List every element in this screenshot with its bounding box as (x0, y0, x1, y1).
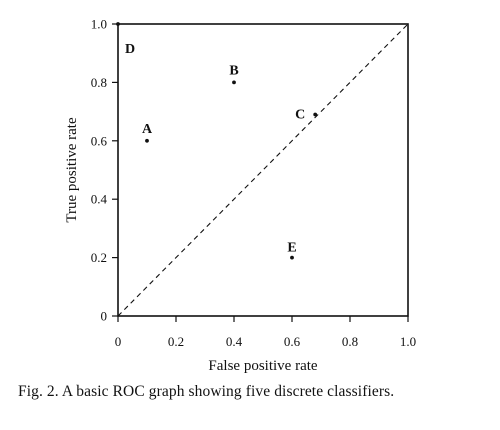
y-tick-label: 0.6 (91, 133, 108, 148)
x-tick-label: 0.2 (168, 334, 184, 349)
y-tick-label: 0 (101, 309, 108, 324)
x-tick-label: 0 (115, 334, 122, 349)
axes-group: 0 0.2 0.4 0.6 0.8 1.0 0 0.2 0.4 0.6 0.8 1.0 False po… (64, 17, 416, 375)
diagonal-reference-line (117, 23, 409, 317)
x-tick-label: 0.6 (284, 334, 301, 349)
point-a (145, 138, 149, 143)
x-axis-label: False positive rate (208, 358, 317, 374)
point-b (232, 80, 236, 85)
point-label-b: B (229, 63, 238, 78)
y-axis-label: True positive rate (64, 117, 80, 223)
y-tick-label: 0.4 (91, 192, 108, 207)
x-tick-label: 0.4 (226, 334, 243, 349)
y-tick-label: 0.8 (91, 75, 107, 90)
point-label-c: C (295, 108, 305, 123)
point-label-a: A (142, 122, 153, 137)
marks-group: A B C D E (116, 22, 409, 317)
y-tick-label: 1.0 (91, 17, 107, 32)
point-e (290, 255, 294, 260)
x-tick-label: 0.8 (342, 334, 358, 349)
x-tick-label: 1.0 (400, 334, 416, 349)
plot-frame (117, 23, 409, 317)
point-d (116, 22, 120, 26)
point-label-d: D (125, 42, 135, 57)
y-tick-label: 0.2 (91, 250, 107, 265)
roc-chart: 0 0.2 0.4 0.6 0.8 1.0 0 0.2 0.4 0.6 0.8 1.0 False po… (64, 17, 416, 375)
figure-caption: Fig. 2. A basic ROC graph showing five d… (18, 383, 395, 400)
point-c (313, 112, 318, 117)
point-label-e: E (287, 241, 296, 256)
